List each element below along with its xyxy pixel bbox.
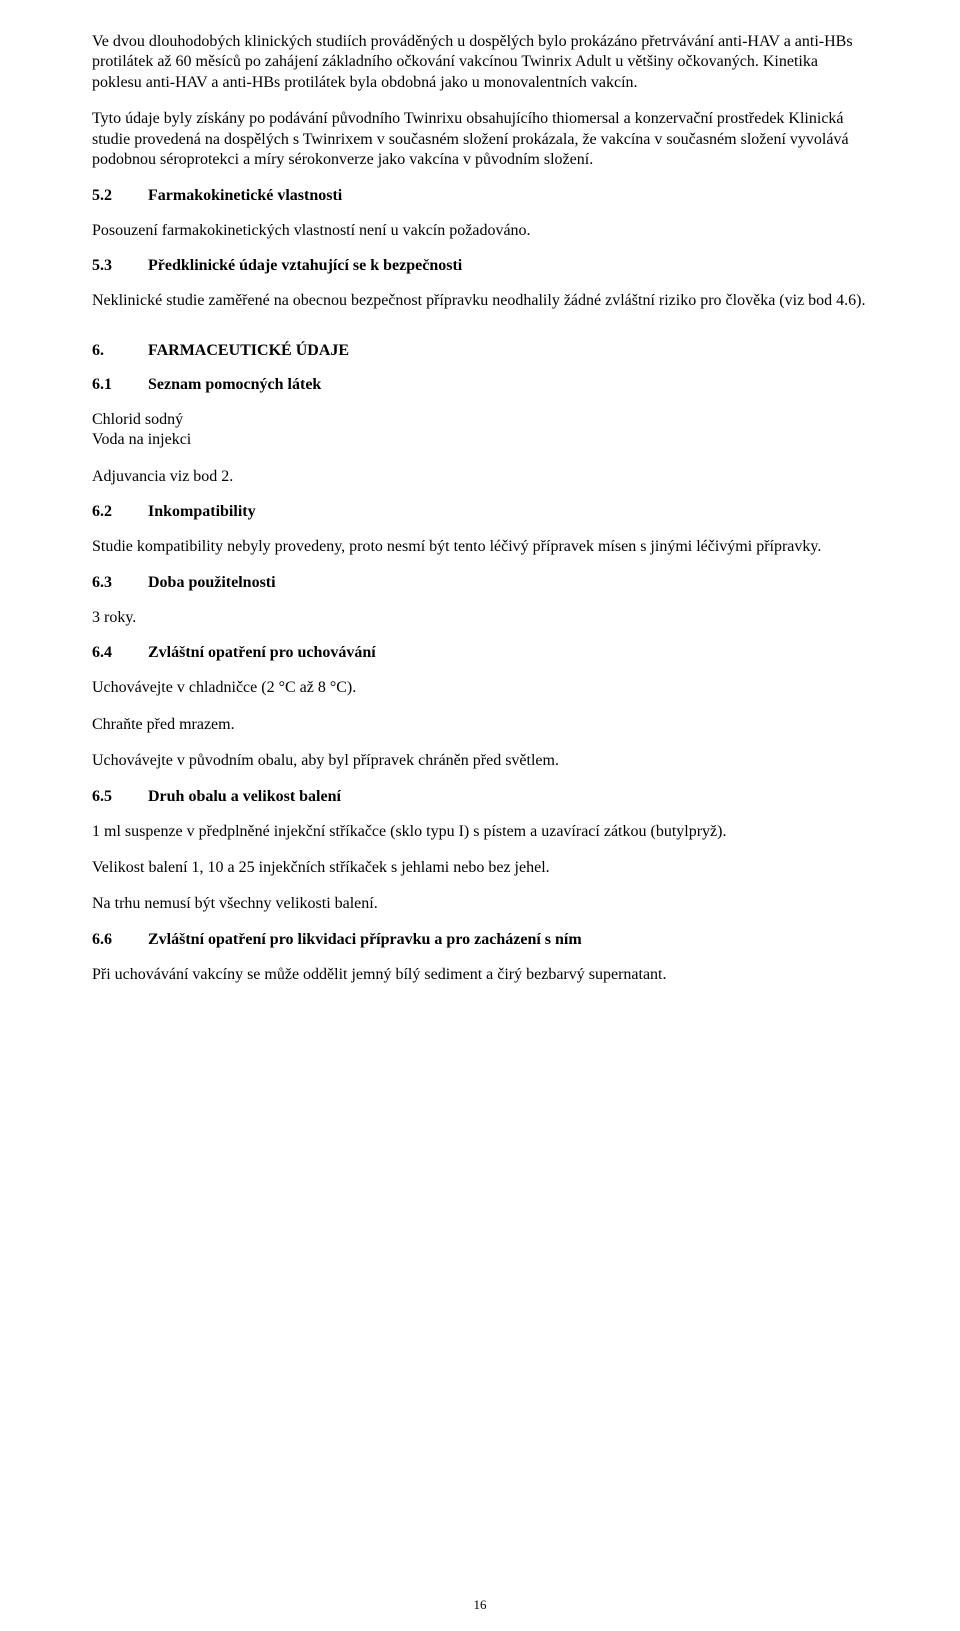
section-number: 6.1: [92, 376, 148, 394]
section-5-2-heading: 5.2 Farmakokinetické vlastnosti: [92, 187, 868, 205]
section-6-2-heading: 6.2 Inkompatibility: [92, 503, 868, 521]
paragraph-intro-1: Ve dvou dlouhodobých klinických studiích…: [92, 32, 868, 93]
section-6-6-body: Při uchovávání vakcíny se může oddělit j…: [92, 965, 868, 985]
section-title: Farmakokinetické vlastnosti: [148, 187, 342, 205]
section-6-4-heading: 6.4 Zvláštní opatření pro uchovávání: [92, 644, 868, 662]
section-title: FARMACEUTICKÉ ÚDAJE: [148, 342, 349, 360]
section-6-5-heading: 6.5 Druh obalu a velikost balení: [92, 788, 868, 806]
section-5-2-body: Posouzení farmakokinetických vlastností …: [92, 221, 868, 241]
section-6-4-line: Uchovávejte v chladničce (2 °C až 8 °C).: [92, 678, 868, 698]
section-title: Zvláštní opatření pro uchovávání: [148, 644, 376, 662]
section-6-1-line: Chlorid sodný: [92, 410, 868, 430]
section-6-4-line: Uchovávejte v původním obalu, aby byl př…: [92, 751, 868, 771]
section-6-6-heading: 6.6 Zvláštní opatření pro likvidaci příp…: [92, 931, 868, 949]
section-number: 6.: [92, 342, 148, 360]
section-5-3-body: Neklinické studie zaměřené na obecnou be…: [92, 291, 868, 311]
section-6-5-line: 1 ml suspenze v předplněné injekční stří…: [92, 822, 868, 842]
section-6-5-line: Na trhu nemusí být všechny velikosti bal…: [92, 894, 868, 914]
section-6-heading: 6. FARMACEUTICKÉ ÚDAJE: [92, 342, 868, 360]
section-title: Seznam pomocných látek: [148, 376, 321, 394]
paragraph-intro-2: Tyto údaje byly získány po podávání půvo…: [92, 109, 868, 170]
section-6-3-body: 3 roky.: [92, 608, 868, 628]
section-number: 6.4: [92, 644, 148, 662]
section-number: 6.3: [92, 574, 148, 592]
section-number: 5.3: [92, 257, 148, 275]
section-5-3-heading: 5.3 Předklinické údaje vztahující se k b…: [92, 257, 868, 275]
section-6-1-line: Voda na injekci: [92, 430, 868, 450]
section-title: Doba použitelnosti: [148, 574, 276, 592]
section-6-1-line: Adjuvancia viz bod 2.: [92, 467, 868, 487]
page-number: 16: [0, 1597, 960, 1613]
section-6-3-heading: 6.3 Doba použitelnosti: [92, 574, 868, 592]
document-page: Ve dvou dlouhodobých klinických studiích…: [0, 0, 960, 1631]
section-title: Druh obalu a velikost balení: [148, 788, 341, 806]
section-number: 6.5: [92, 788, 148, 806]
section-6-1-heading: 6.1 Seznam pomocných látek: [92, 376, 868, 394]
section-title: Inkompatibility: [148, 503, 256, 521]
section-title: Zvláštní opatření pro likvidaci přípravk…: [148, 931, 582, 949]
section-6-2-body: Studie kompatibility nebyly provedeny, p…: [92, 537, 868, 557]
section-6-4-line: Chraňte před mrazem.: [92, 715, 868, 735]
section-number: 6.6: [92, 931, 148, 949]
section-6-5-line: Velikost balení 1, 10 a 25 injekčních st…: [92, 858, 868, 878]
section-title: Předklinické údaje vztahující se k bezpe…: [148, 257, 462, 275]
section-number: 6.2: [92, 503, 148, 521]
section-number: 5.2: [92, 187, 148, 205]
